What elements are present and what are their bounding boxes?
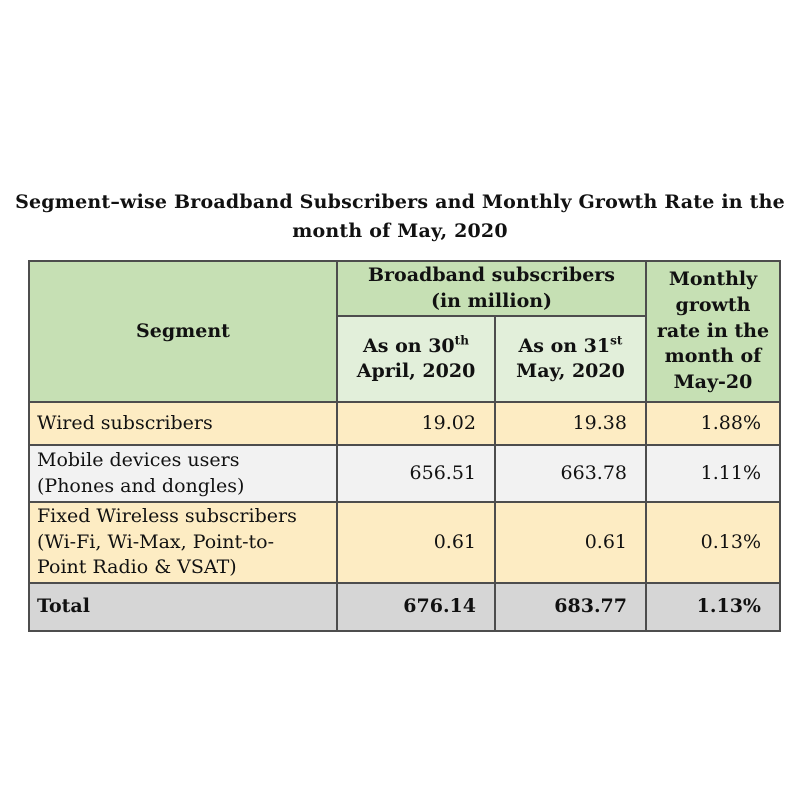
may-total-cell: 683.77 xyxy=(494,582,647,633)
segment-cell: Fixed Wireless subscribers (Wi-Fi, Wi-Ma… xyxy=(28,501,338,585)
april-date-superscript: th xyxy=(454,333,469,348)
growth-value-cell: 1.88% xyxy=(645,401,781,447)
col-header-may-2020: As on 31st May, 2020 xyxy=(494,315,647,404)
table-row-mobile: Mobile devices users (Phones and dongles… xyxy=(28,444,781,504)
segment-cell: Mobile devices users (Phones and dongles… xyxy=(28,444,338,504)
may-value-cell: 663.78 xyxy=(494,444,647,504)
april-total-cell: 676.14 xyxy=(336,582,496,633)
april-value-cell: 0.61 xyxy=(336,501,496,585)
col-header-april-2020: As on 30th April, 2020 xyxy=(336,315,496,404)
broadband-subscribers-table: Segment Broadband subscribers (in millio… xyxy=(28,259,781,633)
total-label-cell: Total xyxy=(28,582,338,633)
table-row-total: Total 676.14 683.77 1.13% xyxy=(28,582,781,633)
header-row-sub: As on 30th April, 2020 As on 31st May, 2… xyxy=(29,315,780,404)
april-value-cell: 656.51 xyxy=(336,444,496,504)
table-row-wired: Wired subscribers 19.02 19.38 1.88% xyxy=(28,401,781,447)
growth-total-cell: 1.13% xyxy=(645,582,781,633)
header-row-top: Segment Broadband subscribers (in millio… xyxy=(28,259,781,404)
may-date-base: As on 31 xyxy=(518,334,611,357)
col-header-broadband-group: Broadband subscribers (in million) xyxy=(336,259,647,318)
may-date-line2: May, 2020 xyxy=(516,360,625,383)
col-header-monthly-growth: Monthly growth rate in the month of May-… xyxy=(645,259,781,404)
april-date-base: As on 30 xyxy=(363,334,455,357)
may-value-cell: 0.61 xyxy=(494,501,647,585)
may-date-superscript: st xyxy=(610,333,623,348)
april-value-cell: 19.02 xyxy=(336,401,496,447)
page-title: Segment–wise Broadband Subscribers and M… xyxy=(15,191,785,243)
may-value-cell: 19.38 xyxy=(494,401,647,447)
col-header-segment: Segment xyxy=(28,259,338,404)
growth-value-cell: 1.11% xyxy=(645,444,781,504)
segment-cell: Wired subscribers xyxy=(28,401,338,447)
april-date-line2: April, 2020 xyxy=(356,360,476,383)
growth-value-cell: 0.13% xyxy=(645,501,781,585)
table-row-fixed-wireless: Fixed Wireless subscribers (Wi-Fi, Wi-Ma… xyxy=(28,501,781,585)
